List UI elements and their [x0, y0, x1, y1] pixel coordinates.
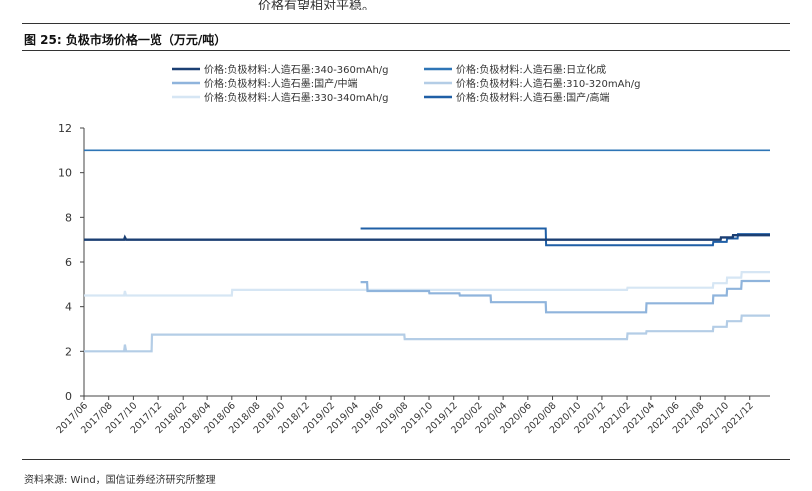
title-top-rule	[22, 23, 790, 24]
series-line	[84, 314, 770, 353]
chart-lines	[84, 149, 770, 353]
title-bottom-rule	[22, 50, 790, 51]
chart-legend: 价格:负极材料:人造石墨:340-360mAh/g 价格:负极材料:人造石墨:日立…	[172, 63, 641, 104]
figure-title: 图 25: 负极市场价格一览（万元/吨）	[24, 33, 227, 47]
y-tick-label: 8	[65, 211, 72, 224]
legend-label: 价格:负极材料:人造石墨:340-360mAh/g	[204, 63, 389, 76]
legend-label: 价格:负极材料:人造石墨:国产/高端	[456, 91, 609, 104]
y-tick-label: 4	[65, 301, 72, 314]
legend-label: 价格:负极材料:人造石墨:310-320mAh/g	[456, 77, 641, 90]
legend-label: 价格:负极材料:人造石墨:国产/中端	[204, 77, 357, 90]
series-line	[84, 233, 770, 241]
source-rule	[22, 459, 790, 460]
y-tick-label: 10	[58, 167, 72, 180]
legend-label: 价格:负极材料:人造石墨:330-340mAh/g	[204, 91, 389, 104]
source-note: 资料来源: Wind，国信证券经济研究所整理	[24, 475, 216, 486]
y-tick-label: 12	[58, 122, 72, 135]
top-note: 价格有望相对平稳。	[258, 0, 376, 10]
series-line	[84, 271, 770, 297]
series-line	[360, 279, 770, 314]
y-tick-label: 2	[65, 345, 72, 358]
series-line	[360, 227, 770, 247]
legend-label: 价格:负极材料:人造石墨:日立化成	[456, 63, 606, 76]
y-tick-label: 0	[65, 390, 72, 403]
y-tick-label: 6	[65, 256, 72, 269]
chart-axes: 0246810122017/062017/082017/102017/12201…	[54, 122, 770, 436]
